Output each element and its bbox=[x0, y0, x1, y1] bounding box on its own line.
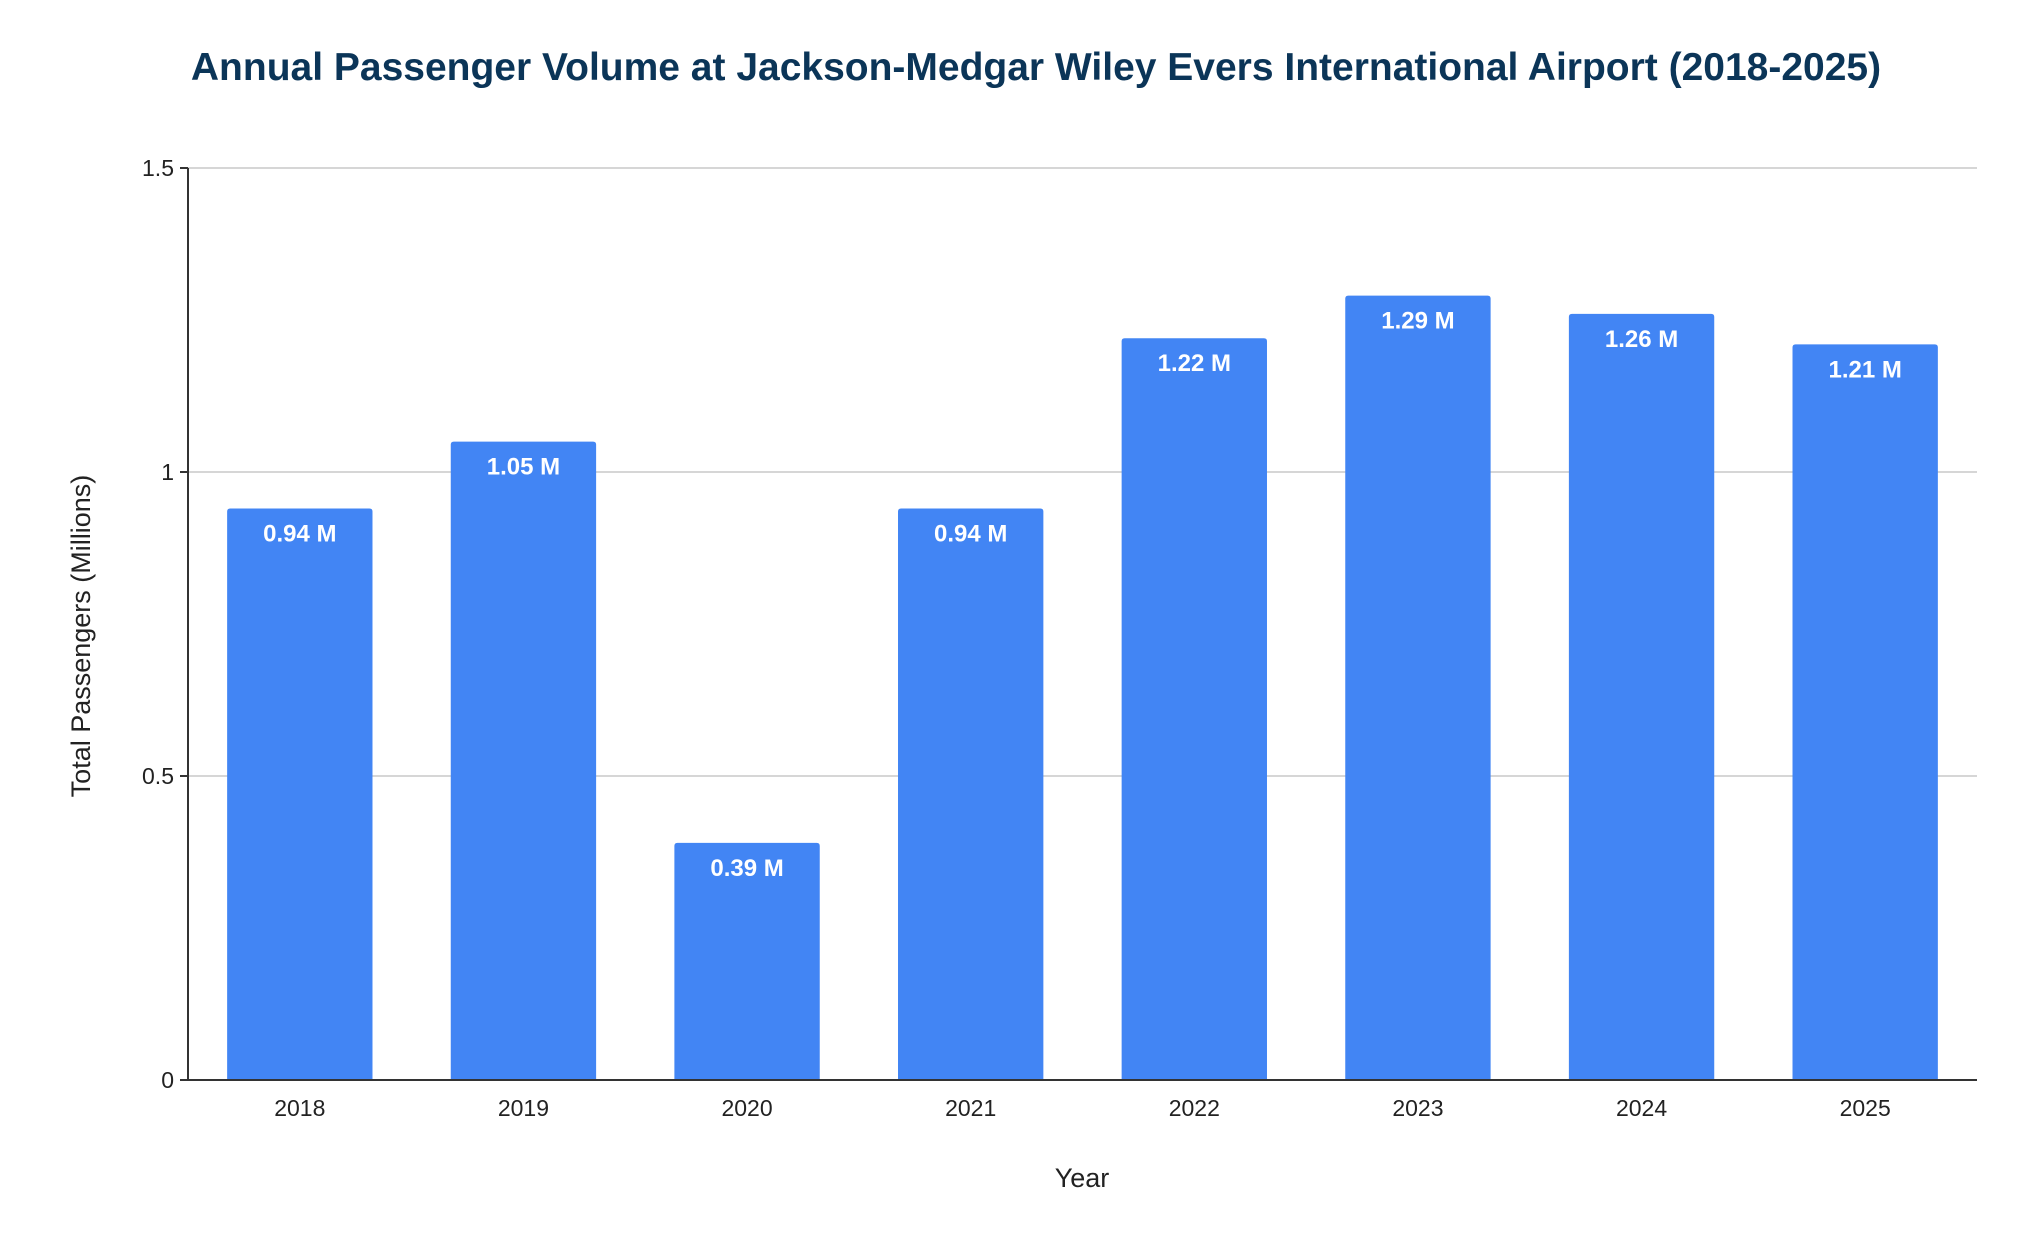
x-tick-label: 2021 bbox=[945, 1095, 996, 1121]
bar-2020 bbox=[674, 842, 820, 1080]
bar-2018 bbox=[227, 508, 373, 1081]
data-label-2025: 1.21 M bbox=[1829, 356, 1902, 383]
bar-2024 bbox=[1568, 313, 1715, 1080]
data-label-2021: 0.94 M bbox=[934, 520, 1007, 547]
y-tick-label: 1.5 bbox=[142, 155, 174, 181]
data-label-2019: 1.05 M bbox=[487, 454, 560, 481]
y-tick-label: 0.5 bbox=[142, 763, 174, 789]
x-axis-title: Year bbox=[1055, 1163, 1110, 1193]
data-label-2018: 0.94 M bbox=[263, 520, 336, 547]
tick-labels: 0 0.5 1 1.5 2018 2019 2020 2021 2022 2023 2024 2025 bbox=[142, 155, 1891, 1121]
data-label-2022: 1.22 M bbox=[1158, 350, 1231, 377]
y-tick-label: 1 bbox=[161, 459, 174, 485]
data-label-2020: 0.39 M bbox=[710, 855, 783, 882]
bar-2019 bbox=[450, 441, 597, 1081]
bars bbox=[227, 295, 1938, 1081]
bar-2021 bbox=[898, 508, 1044, 1081]
x-tick-label: 2020 bbox=[721, 1095, 772, 1121]
x-tick-label: 2018 bbox=[274, 1095, 325, 1121]
y-axis-title: Total Passengers (Millions) bbox=[66, 475, 96, 798]
data-label-2024: 1.26 M bbox=[1605, 326, 1678, 353]
x-tick-label: 2019 bbox=[498, 1095, 549, 1121]
x-tick-label: 2023 bbox=[1392, 1095, 1443, 1121]
x-tick-label: 2022 bbox=[1169, 1095, 1220, 1121]
chart-title: Annual Passenger Volume at Jackson-Medga… bbox=[191, 46, 1881, 89]
y-tick-label: 0 bbox=[161, 1067, 174, 1093]
data-labels: 0.94 M 1.05 M 0.39 M 0.94 M 1.22 M 1.29 M 1.26… bbox=[263, 308, 1902, 882]
axes bbox=[180, 167, 1977, 1081]
data-label-2023: 1.29 M bbox=[1381, 308, 1454, 335]
x-tick-label: 2024 bbox=[1616, 1095, 1667, 1121]
bar-2023 bbox=[1345, 295, 1491, 1080]
bar-2025 bbox=[1792, 344, 1938, 1080]
bar-2022 bbox=[1121, 338, 1267, 1080]
x-tick-label: 2025 bbox=[1840, 1095, 1891, 1121]
